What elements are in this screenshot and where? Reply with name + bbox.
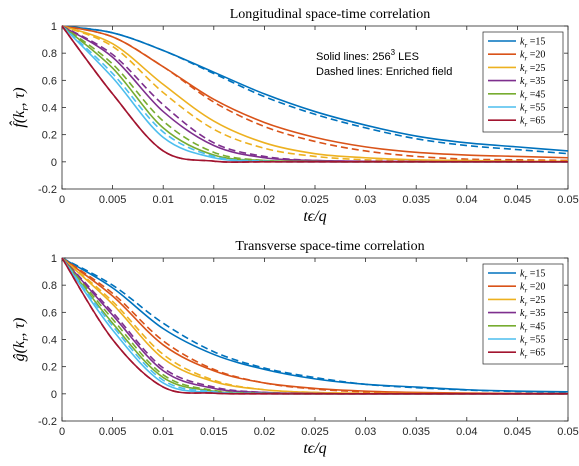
x-tick-label: 0.005 <box>99 426 127 438</box>
legend-label: kr =45 <box>520 321 545 334</box>
x-tick-label: 0.02 <box>254 194 275 206</box>
series-line-solid <box>61 257 569 393</box>
annotation-text-suffix: LES <box>395 51 419 63</box>
legend-label: kr =15 <box>520 269 545 282</box>
x-tick-label: 0 <box>59 426 65 438</box>
legend-label: kr =55 <box>520 103 545 116</box>
y-tick-label: 0 <box>51 389 57 401</box>
y-tick-label: 0.6 <box>42 75 57 87</box>
y-tick-label: 1 <box>51 253 57 265</box>
x-tick-label: 0.045 <box>504 426 532 438</box>
x-tick-label: 0.01 <box>152 194 173 206</box>
x-axis-label: tϵ/q <box>303 440 326 457</box>
series-line-dashed <box>61 25 568 163</box>
series-line-dashed <box>61 257 569 395</box>
chart-title: Longitudinal space-time correlation <box>230 7 431 22</box>
x-tick-label: 0.035 <box>402 426 430 438</box>
x-tick-label: 0.05 <box>557 194 578 206</box>
y-tick-label: 1 <box>51 21 57 33</box>
x-tick-label: 0.01 <box>152 426 173 438</box>
annotation-superscript: 3 <box>391 48 396 57</box>
y-tick-label: -0.2 <box>38 184 57 196</box>
y-tick-label: -0.2 <box>38 416 57 428</box>
x-tick-label: 0.005 <box>99 194 127 206</box>
x-tick-label: 0.04 <box>456 194 477 206</box>
annotation-text: Solid lines: 256 <box>316 51 391 63</box>
legend-label: kr =20 <box>520 50 545 63</box>
x-tick-label: 0.05 <box>557 426 578 438</box>
series-line-dashed <box>61 25 569 162</box>
series-line-dashed <box>61 25 568 163</box>
x-tick-label: 0.025 <box>301 194 329 206</box>
legend-label: kr =65 <box>520 116 545 129</box>
legend-label: kr =35 <box>520 76 545 89</box>
x-tick-label: 0.04 <box>456 426 477 438</box>
legend-label: kr =55 <box>520 335 545 348</box>
y-tick-label: 0.2 <box>42 362 57 374</box>
legend-label: kr =35 <box>520 308 545 321</box>
series-line-dashed <box>61 25 568 163</box>
y-tick-label: 0.4 <box>42 103 57 115</box>
chart-2: 0 0.005 0.01 0.015 0.02 0.025 0.03 0.035 0.04 0.0… <box>11 239 579 457</box>
series-line-dashed <box>61 257 569 394</box>
x-tick-label: 0.03 <box>355 194 376 206</box>
x-tick-label: 0.035 <box>402 194 430 206</box>
x-tick-label: 0.03 <box>355 426 376 438</box>
y-tick-label: 0.4 <box>42 335 57 347</box>
annotation-line1: Solid lines: 2563 LES <box>316 48 419 63</box>
legend-label: kr =15 <box>520 37 545 50</box>
y-tick-label: 0.8 <box>42 48 57 60</box>
y-tick-label: 0.2 <box>42 130 57 142</box>
y-axis-label: ĝ(kr, τ) <box>11 318 31 362</box>
series-line-solid <box>61 257 568 395</box>
annotation-line2: Dashed lines: Enriched field <box>316 66 452 78</box>
x-tick-label: 0.015 <box>200 194 228 206</box>
y-axis-label: f̂(kr, τ) <box>9 87 31 127</box>
legend-label: kr =20 <box>520 282 545 295</box>
legend-box <box>482 263 564 365</box>
y-tick-label: 0 <box>51 157 57 169</box>
legend-label: kr =45 <box>520 89 545 102</box>
x-tick-label: 0.025 <box>301 426 329 438</box>
chart-title: Transverse space-time correlation <box>235 239 424 254</box>
legend-box <box>482 31 564 133</box>
chart-1: 0 0.005 0.01 0.015 0.02 0.025 0.03 0.035 0.04 0.0… <box>9 7 579 225</box>
x-tick-label: 0 <box>59 194 65 206</box>
legend-label: kr =65 <box>520 348 545 361</box>
legend-label: kr =25 <box>520 63 545 76</box>
x-tick-label: 0.015 <box>200 426 228 438</box>
y-tick-label: 0.6 <box>42 307 57 319</box>
y-tick-label: 0.8 <box>42 280 57 292</box>
legend-label: kr =25 <box>520 295 545 308</box>
x-axis-label: tϵ/q <box>303 208 326 225</box>
x-tick-label: 0.045 <box>504 194 532 206</box>
series-line-dashed <box>61 25 569 155</box>
x-tick-label: 0.02 <box>254 426 275 438</box>
